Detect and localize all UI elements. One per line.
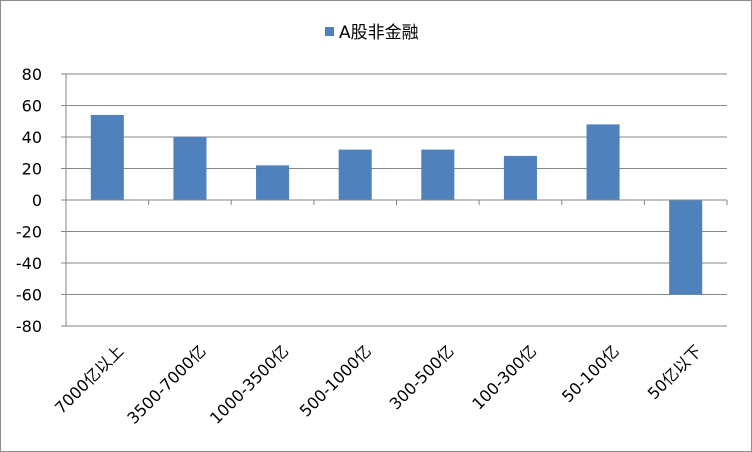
legend: A股非金融 <box>325 23 419 43</box>
x-category-label: 500-1000亿 <box>296 341 375 420</box>
y-tick-label: -20 <box>16 223 42 242</box>
y-tick-label: -80 <box>16 317 42 336</box>
x-category-label: 7000亿以上 <box>51 341 127 417</box>
x-category-label: 50亿以下 <box>644 341 706 403</box>
x-category-label: 1000-3500亿 <box>206 341 292 427</box>
y-tick-label: -60 <box>16 286 42 305</box>
x-category-label: 100-300亿 <box>468 341 540 413</box>
y-tick-label: 20 <box>22 160 42 179</box>
bar <box>421 149 455 200</box>
bar <box>90 114 124 200</box>
bar <box>256 165 290 200</box>
bar <box>173 137 207 200</box>
legend-swatch <box>325 27 334 36</box>
y-tick-label: 80 <box>22 65 42 84</box>
x-category-label: 50-100亿 <box>558 341 623 406</box>
bars <box>90 114 703 295</box>
bar <box>586 124 620 200</box>
y-tick-label: 60 <box>22 97 42 116</box>
x-axis <box>65 199 728 205</box>
y-tick-label: 0 <box>32 191 42 210</box>
bar <box>338 149 372 200</box>
bar <box>503 155 537 200</box>
gridlines <box>66 73 727 327</box>
x-category-label: 300-500亿 <box>386 341 458 413</box>
bar <box>669 200 703 295</box>
y-tick-label: -40 <box>16 254 42 273</box>
y-tick-label: 40 <box>22 128 42 147</box>
x-category-label: 3500-7000亿 <box>123 341 209 427</box>
legend-label: A股非金融 <box>339 23 419 43</box>
y-axis-ticks: 80 60 40 20 0 -20 -40 -60 -80 <box>16 65 67 336</box>
